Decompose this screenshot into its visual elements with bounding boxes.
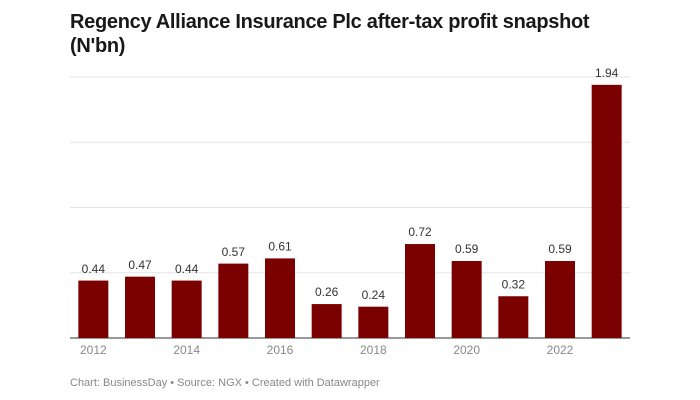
bar: [171, 280, 202, 338]
chart-title: Regency Alliance Insurance Plc after-tax…: [70, 11, 590, 57]
value-label: 0.44: [82, 262, 106, 276]
bar: [125, 276, 155, 338]
x-tick-label: 2020: [453, 343, 480, 357]
bar: [311, 304, 342, 338]
bar: [591, 84, 622, 338]
value-label: 0.59: [455, 242, 479, 256]
value-label: 0.47: [128, 258, 152, 272]
bar: [78, 280, 109, 338]
value-label: 0.32: [502, 277, 526, 291]
value-label: 0.44: [175, 262, 199, 276]
bar: [498, 296, 529, 338]
x-tick-label: 2016: [267, 343, 294, 357]
value-label: 0.24: [362, 288, 386, 302]
bar: [405, 244, 435, 338]
source-note: Chart: BusinessDay • Source: NGX • Creat…: [70, 377, 380, 389]
x-tick-label: 2014: [173, 343, 200, 357]
value-label: 0.26: [315, 285, 339, 299]
value-label: 0.72: [408, 225, 432, 239]
x-tick-label: 2012: [80, 343, 107, 357]
value-label: 0.61: [268, 240, 292, 254]
bar: [545, 261, 575, 338]
value-label: 1.94: [595, 66, 619, 80]
bar: [451, 261, 482, 338]
value-label: 0.57: [222, 245, 246, 259]
value-label: 0.59: [548, 242, 572, 256]
bar: [218, 263, 249, 338]
x-tick-label: 2018: [360, 343, 387, 357]
bar: [265, 258, 295, 338]
bar: [358, 306, 389, 338]
x-tick-label: 2022: [547, 343, 574, 357]
